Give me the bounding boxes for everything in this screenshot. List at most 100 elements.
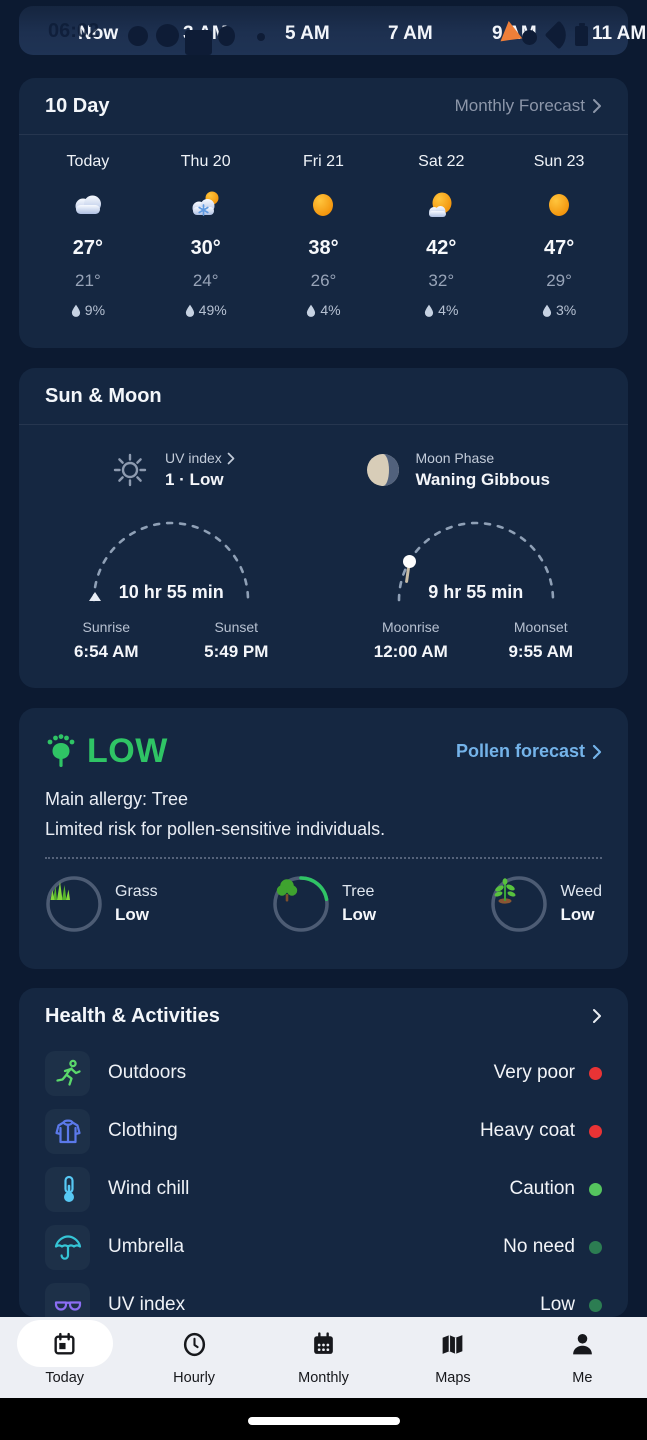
uv-index-value: 1 · Low: [165, 470, 224, 489]
pollen-risk-text: Limited risk for pollen-sensitive indivi…: [45, 819, 386, 839]
hour-cell[interactable]: 5 AM: [285, 23, 330, 44]
health-row-clothing[interactable]: Clothing Heavy coat: [19, 1102, 628, 1160]
day-label: Thu 20: [180, 153, 231, 170]
sun-position-icon: [89, 592, 102, 601]
umbrella-icon: [54, 1235, 81, 1260]
nav-tab-today[interactable]: Today: [0, 1317, 129, 1398]
gesture-area: [0, 1398, 647, 1440]
calendar-month-icon: [314, 1331, 333, 1354]
sunset-time: 5:49 PM: [204, 642, 269, 661]
day-column[interactable]: Thu 20 30° 24° 49%: [147, 147, 265, 318]
moonrise-time: 12:00 AM: [373, 642, 448, 661]
moonset-label: Moonset: [513, 619, 568, 635]
nav-tab-monthly[interactable]: Monthly: [259, 1317, 388, 1398]
chevron-right-icon: [593, 99, 601, 113]
hour-cell[interactable]: Now: [78, 23, 119, 44]
wifi-icon: [544, 20, 574, 50]
calendar-today-icon: [54, 1332, 75, 1355]
pollen-item-grass: Grass Low: [45, 875, 158, 933]
pollen-item-name: Weed: [560, 883, 602, 900]
pollen-level-text: LOW: [87, 732, 168, 770]
vpn-icon: [522, 30, 537, 45]
day-low-temp: 26°: [310, 271, 337, 290]
status-dot: [589, 1298, 602, 1312]
jacket-icon: [54, 1119, 81, 1144]
health-row-outdoors[interactable]: Outdoors Very poor: [19, 1044, 628, 1102]
day-low-temp: 32°: [428, 271, 455, 290]
pollen-item-level: Low: [342, 905, 377, 924]
health-row-wind-chill[interactable]: Wind chill Caution: [19, 1160, 628, 1218]
day-column[interactable]: Fri 21 38° 26° 4%: [265, 147, 383, 318]
sunglasses-icon: [54, 1301, 81, 1311]
status-dot: [589, 1066, 602, 1080]
nav-tab-me[interactable]: Me: [518, 1317, 647, 1398]
day-low-temp: 24°: [192, 271, 219, 290]
pollen-forecast-link[interactable]: Pollen forecast: [456, 741, 602, 762]
nav-tab-label: Maps: [435, 1370, 471, 1386]
status-dot: [589, 1240, 602, 1254]
health-activities-header[interactable]: Health & Activities: [19, 988, 628, 1044]
chevron-right-icon: [227, 452, 235, 464]
hourly-forecast-strip[interactable]: Now 3 AM 5 AM 7 AM 9 AM 11 AM 06:02: [19, 6, 646, 55]
divider: [19, 134, 628, 135]
day-low-temp: 21°: [75, 271, 101, 290]
health-row-value: No need: [503, 1236, 575, 1257]
snow-sun-icon: [188, 187, 224, 223]
day-column-today[interactable]: Today 27° 21° 9%: [29, 147, 147, 318]
day-column[interactable]: Sun 23 47° 29° 3%: [500, 147, 618, 318]
notification-icon: [128, 26, 148, 46]
tree-icon: [276, 879, 298, 902]
sun-moon-title: Sun & Moon: [45, 384, 162, 407]
moon-arc-path: [397, 521, 555, 602]
day-column[interactable]: Sat 22 42° 32° 4%: [382, 147, 500, 318]
sun-moon-card: Sun & Moon UV index: [19, 368, 628, 688]
droplet-icon: [71, 304, 80, 317]
pollen-item-name: Grass: [115, 883, 158, 900]
notification-icon: [156, 24, 179, 47]
moon-phase-label: Moon Phase: [415, 450, 495, 466]
bottom-navigation: Today Hourly Monthly: [0, 1317, 647, 1398]
monthly-forecast-link[interactable]: Monthly Forecast: [455, 96, 602, 116]
map-icon: [443, 1334, 463, 1354]
pollen-ring: [46, 876, 102, 932]
uv-index-block[interactable]: UV index 1 · Low: [19, 449, 324, 491]
dotted-divider: [45, 857, 602, 859]
sunset-label: Sunset: [214, 619, 259, 635]
pollen-forecast-link-label: Pollen forecast: [455, 741, 585, 761]
health-activities-card: Health & Activities Outdoors Very poor: [19, 988, 628, 1317]
day-low-temp: 29°: [546, 271, 572, 290]
nav-tab-maps[interactable]: Maps: [388, 1317, 517, 1398]
health-row-value: Very poor: [493, 1062, 575, 1083]
ten-day-card: 10 Day Monthly Forecast Today 27° 21° 9%: [19, 78, 628, 348]
day-label: Today: [66, 153, 110, 170]
day-precip: 4%: [438, 302, 459, 318]
moonset-time: 9:55 AM: [508, 642, 574, 661]
health-row-value: Low: [540, 1294, 575, 1315]
day-high-temp: 27°: [72, 237, 104, 259]
nav-tab-label: Me: [572, 1370, 593, 1386]
day-precip: 49%: [198, 302, 227, 318]
pollen-item-name: Tree: [342, 883, 375, 900]
hour-cell[interactable]: 7 AM: [388, 23, 433, 44]
person-icon: [572, 1333, 592, 1354]
cloudy-icon: [70, 187, 106, 223]
home-indicator[interactable]: [247, 1417, 400, 1425]
monthly-forecast-link-label: Monthly Forecast: [454, 96, 585, 115]
moon-position-icon: [402, 555, 416, 568]
battery-icon: [575, 23, 588, 46]
pollen-item-level: Low: [560, 905, 595, 924]
main-allergy-text: Main allergy: Tree: [45, 789, 189, 809]
status-dot: [589, 1124, 602, 1138]
sunny-icon: [305, 187, 341, 223]
day-high-temp: 47°: [543, 237, 575, 259]
health-row-umbrella[interactable]: Umbrella No need: [19, 1218, 628, 1276]
divider: [19, 424, 628, 425]
chevron-right-icon: [593, 1009, 601, 1023]
nav-tab-hourly[interactable]: Hourly: [129, 1317, 258, 1398]
running-icon: [55, 1059, 81, 1086]
hour-cell[interactable]: 11 AM: [592, 23, 647, 44]
health-row-label: Umbrella: [108, 1236, 185, 1257]
sunrise-label: Sunrise: [82, 619, 130, 635]
health-row-uv-index[interactable]: UV index Low: [19, 1276, 628, 1317]
droplet-icon: [425, 304, 434, 317]
